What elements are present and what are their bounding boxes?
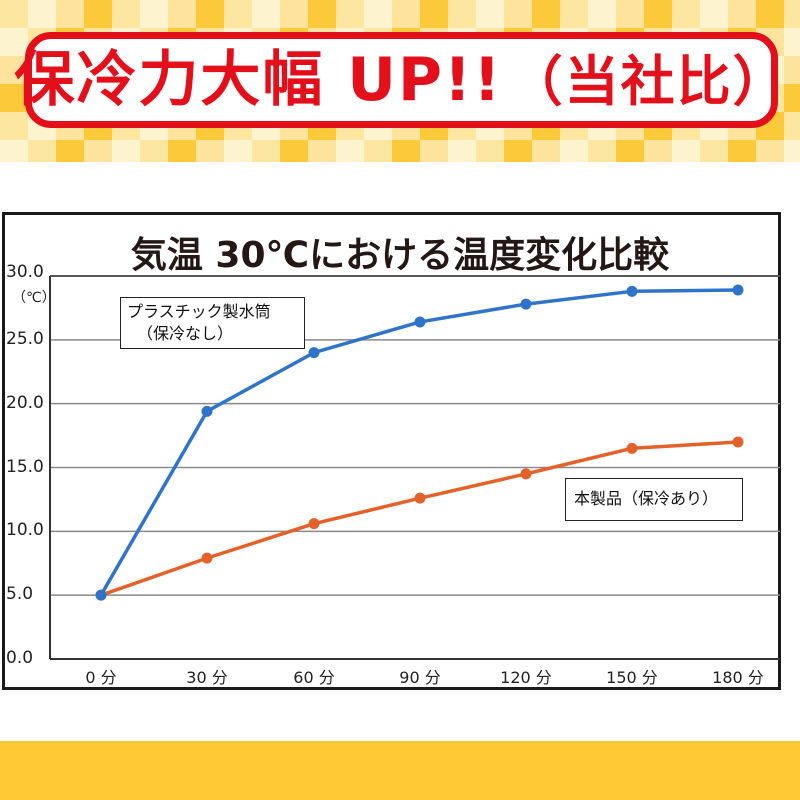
data-point: [626, 285, 638, 297]
legend-plastic-line1: プラスチック製水筒: [127, 302, 271, 321]
x-tick-label: 30 分: [186, 668, 228, 687]
headline-main: 保冷力大幅 UP!!: [14, 45, 503, 115]
y-tick-label: 0.0: [6, 648, 34, 668]
data-point: [308, 518, 320, 530]
y-tick-label: 30.0: [6, 262, 44, 282]
data-point: [95, 589, 107, 601]
y-tick-label: 15.0: [6, 456, 44, 477]
y-tick-label: 5.0: [6, 584, 34, 605]
data-point: [520, 468, 532, 480]
x-tick-label: 90 分: [399, 668, 441, 687]
data-point: [201, 405, 213, 417]
chart-title: 気温 30℃における温度変化比較: [130, 235, 670, 276]
bottom-band: [0, 741, 800, 800]
y-tick-label: 20.0: [6, 392, 44, 413]
legend-this-product: 本製品（保冷あり）: [565, 478, 743, 521]
y-axis-unit: （℃）: [12, 290, 56, 306]
legend-plastic-line2: （保冷なし）: [137, 324, 234, 343]
data-point: [626, 442, 638, 454]
data-point: [732, 436, 744, 448]
data-point: [201, 552, 213, 564]
promo-banner: 保冷力大幅 UP!! （当社比）: [0, 0, 800, 162]
data-point: [520, 298, 532, 310]
headline: 保冷力大幅 UP!! （当社比）: [14, 50, 788, 110]
x-tick-label: 0 分: [85, 668, 117, 687]
data-point: [414, 492, 426, 504]
y-tick-label: 10.0: [6, 520, 44, 541]
headline-box: 保冷力大幅 UP!! （当社比）: [14, 32, 787, 128]
data-point: [732, 284, 744, 296]
x-tick-label: 150 分: [606, 668, 658, 687]
x-tick-label: 180 分: [712, 668, 764, 687]
data-point: [414, 316, 426, 328]
legend-product-label: 本製品（保冷あり）: [574, 489, 719, 508]
legend-plastic-bottle: プラスチック製水筒 （保冷なし）: [120, 297, 305, 349]
x-tick-label: 60 分: [293, 668, 335, 687]
y-tick-label: 25.0: [6, 328, 44, 349]
data-point: [308, 347, 320, 359]
headline-suffix: （当社比）: [508, 50, 789, 113]
x-tick-label: 120 分: [500, 668, 552, 687]
